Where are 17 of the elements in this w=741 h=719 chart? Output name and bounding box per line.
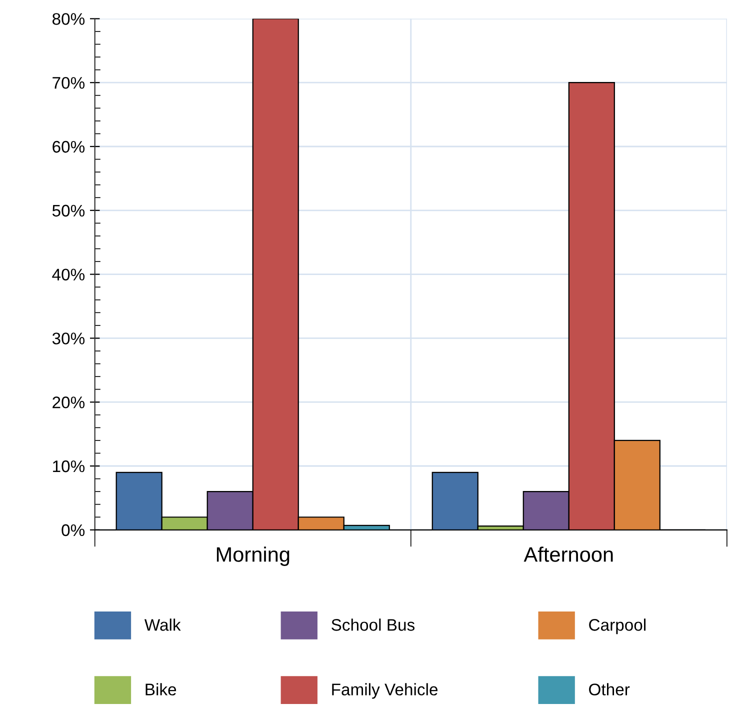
legend-label: Walk [144, 618, 181, 631]
legend-label: School Bus [332, 618, 415, 631]
legend-label: Family Vehicle [332, 683, 438, 699]
legend-label: Bike [146, 683, 176, 696]
x-tick-label: Morning [216, 546, 290, 566]
y-tick-label: 30% [52, 332, 85, 344]
y-tick-label: 80% [52, 13, 85, 25]
x-tick-label: Afternoon [524, 546, 613, 562]
y-tick-label: 70% [52, 76, 85, 89]
legend-label: Carpool [589, 618, 646, 634]
y-tick-label: 10% [53, 460, 85, 472]
y-tick-label: 60% [52, 140, 85, 153]
y-tick-label: 0% [62, 524, 85, 536]
y-tick-label: 50% [52, 204, 85, 217]
y-tick-label: 40% [52, 268, 85, 280]
legend-label: Other [589, 683, 630, 696]
y-tick-label: 20% [52, 396, 85, 408]
